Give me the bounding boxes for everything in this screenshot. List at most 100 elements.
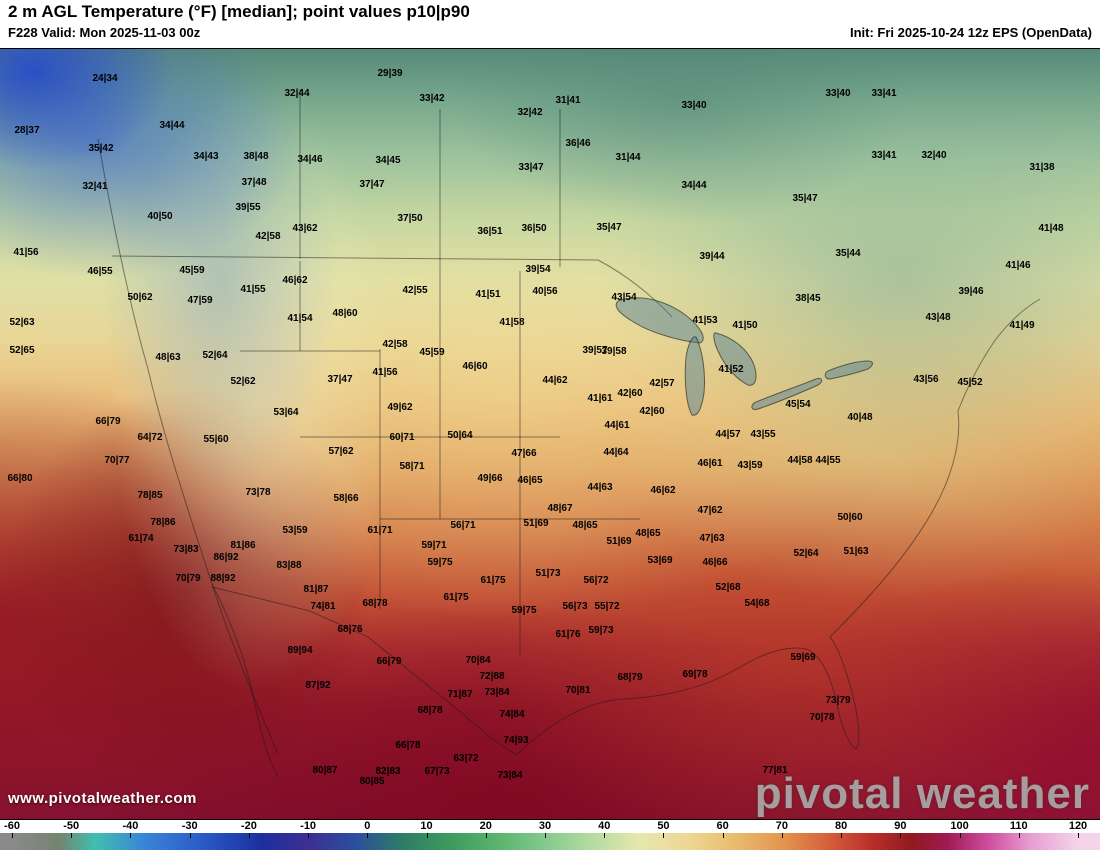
coastline-west <box>97 138 279 755</box>
point-value: 43|59 <box>737 460 763 471</box>
point-value: 80|87 <box>312 765 338 776</box>
point-value: 59|69 <box>790 652 816 663</box>
point-value: 74|81 <box>310 601 336 612</box>
point-value: 48|65 <box>572 520 598 531</box>
colorbar-tick-mark <box>900 833 902 838</box>
point-value: 39|57 <box>582 345 608 356</box>
colorbar-tick-label: 0 <box>364 820 371 832</box>
point-value: 32|44 <box>284 88 310 99</box>
point-value: 41|49 <box>1009 320 1035 331</box>
point-value: 40|50 <box>147 211 173 222</box>
colorbar-tick-mark <box>1078 833 1079 838</box>
point-value: 70|84 <box>465 655 491 666</box>
point-value: 40|56 <box>532 286 558 297</box>
point-value: 68|78 <box>417 705 443 716</box>
colorbar-tick-label: 110 <box>1009 820 1028 832</box>
point-value: 69|78 <box>682 669 708 680</box>
point-value: 70|81 <box>565 685 591 696</box>
point-value: 74|93 <box>503 735 529 746</box>
map-subheader: F228 Valid: Mon 2025-11-03 00z Init: Fri… <box>8 25 1092 40</box>
point-value: 36|50 <box>521 223 547 234</box>
point-value: 55|72 <box>594 601 620 612</box>
point-value: 41|54 <box>287 313 313 324</box>
point-value: 46|62 <box>650 485 676 496</box>
colorbar-tick-label: -10 <box>300 820 317 832</box>
point-value: 39|54 <box>525 264 551 275</box>
point-value: 37|50 <box>397 213 423 224</box>
colorbar-tick-label: -50 <box>63 820 80 832</box>
point-value: 41|61 <box>587 393 613 404</box>
border-us-mexico <box>211 586 517 756</box>
site-url-watermark: www.pivotalweather.com <box>8 790 197 807</box>
geo-borders <box>97 89 1041 778</box>
point-value: 47|63 <box>699 533 725 544</box>
point-value: 71|87 <box>447 689 473 700</box>
point-value: 66|79 <box>376 656 402 667</box>
colorbar-tick-mark <box>663 833 665 838</box>
point-value: 41|48 <box>1038 223 1064 234</box>
point-value: 66|78 <box>395 740 421 751</box>
point-value: 39|58 <box>601 346 627 357</box>
point-value: 43|54 <box>611 292 637 303</box>
coastline-florida <box>805 636 860 750</box>
colorbar-tick-mark <box>841 833 843 838</box>
point-value: 58|66 <box>333 493 359 504</box>
point-value: 51|69 <box>606 536 632 547</box>
colorbar-tick-mark <box>604 833 606 838</box>
point-value: 29|39 <box>377 68 403 79</box>
point-value: 33|41 <box>871 88 897 99</box>
colorbar-tick-label: 50 <box>657 820 670 832</box>
point-value: 35|44 <box>835 248 861 259</box>
point-value: 46|66 <box>702 557 728 568</box>
colorbar: -60 -50 -40 -30 -20 -10 0 10 20 30 40 50 60 70 80 90 100… <box>0 820 1100 850</box>
point-value: 81|87 <box>303 584 329 595</box>
point-value: 59|73 <box>588 625 614 636</box>
coastline-east <box>829 298 1041 638</box>
point-value: 38|48 <box>243 151 269 162</box>
colorbar-tick-label: -60 <box>4 820 20 832</box>
colorbar-tick-mark <box>308 833 310 838</box>
colorbar-tick-mark <box>248 833 250 838</box>
point-value: 86|92 <box>213 552 239 563</box>
point-value: 50|64 <box>447 430 473 441</box>
point-value: 39|44 <box>699 251 725 262</box>
colorbar-tick-mark <box>426 833 428 838</box>
point-value: 45|54 <box>785 399 811 410</box>
point-value: 43|62 <box>292 223 318 234</box>
point-value: 33|42 <box>419 93 445 104</box>
point-value: 51|69 <box>523 518 549 529</box>
point-value: 61|75 <box>443 592 469 603</box>
point-value: 48|63 <box>155 352 181 363</box>
point-value: 41|53 <box>692 315 718 326</box>
point-value: 61|71 <box>367 525 393 536</box>
point-value: 45|52 <box>957 377 983 388</box>
colorbar-tick-label: 90 <box>894 820 907 832</box>
point-value: 55|60 <box>203 434 229 445</box>
point-value: 31|41 <box>555 95 581 106</box>
point-value: 67|73 <box>424 766 450 777</box>
colorbar-tick-mark <box>485 833 487 838</box>
point-value: 37|48 <box>241 177 267 188</box>
colorbar-tick-row: -60 -50 -40 -30 -20 -10 0 10 20 30 40 50 60 70 80 90 100… <box>0 820 1100 833</box>
point-value: 31|38 <box>1029 162 1055 173</box>
point-value: 44|58 <box>787 455 813 466</box>
point-value: 33|41 <box>871 150 897 161</box>
map-canvas[interactable]: 24|34 32|44 29|39 33|42 31|41 33|40 33|40 33|41… <box>0 48 1100 820</box>
point-value: 33|40 <box>681 100 707 111</box>
point-value: 45|59 <box>179 265 205 276</box>
colorbar-tick-label: -40 <box>122 820 139 832</box>
point-value: 47|59 <box>187 295 213 306</box>
point-value: 74|84 <box>499 709 525 720</box>
colorbar-tick-mark <box>1018 833 1020 838</box>
point-value: 83|88 <box>276 560 302 571</box>
point-value: 41|55 <box>240 284 266 295</box>
point-value: 53|59 <box>282 525 308 536</box>
point-value: 44|55 <box>815 455 841 466</box>
lake-erie <box>751 378 823 410</box>
point-value: 24|34 <box>92 73 118 84</box>
point-value: 47|62 <box>697 505 723 516</box>
point-value: 59|75 <box>427 557 453 568</box>
point-value: 40|48 <box>847 412 873 423</box>
point-value: 52|64 <box>202 350 228 361</box>
